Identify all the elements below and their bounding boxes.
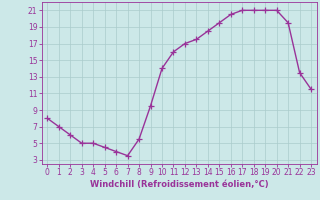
X-axis label: Windchill (Refroidissement éolien,°C): Windchill (Refroidissement éolien,°C) (90, 180, 268, 189)
